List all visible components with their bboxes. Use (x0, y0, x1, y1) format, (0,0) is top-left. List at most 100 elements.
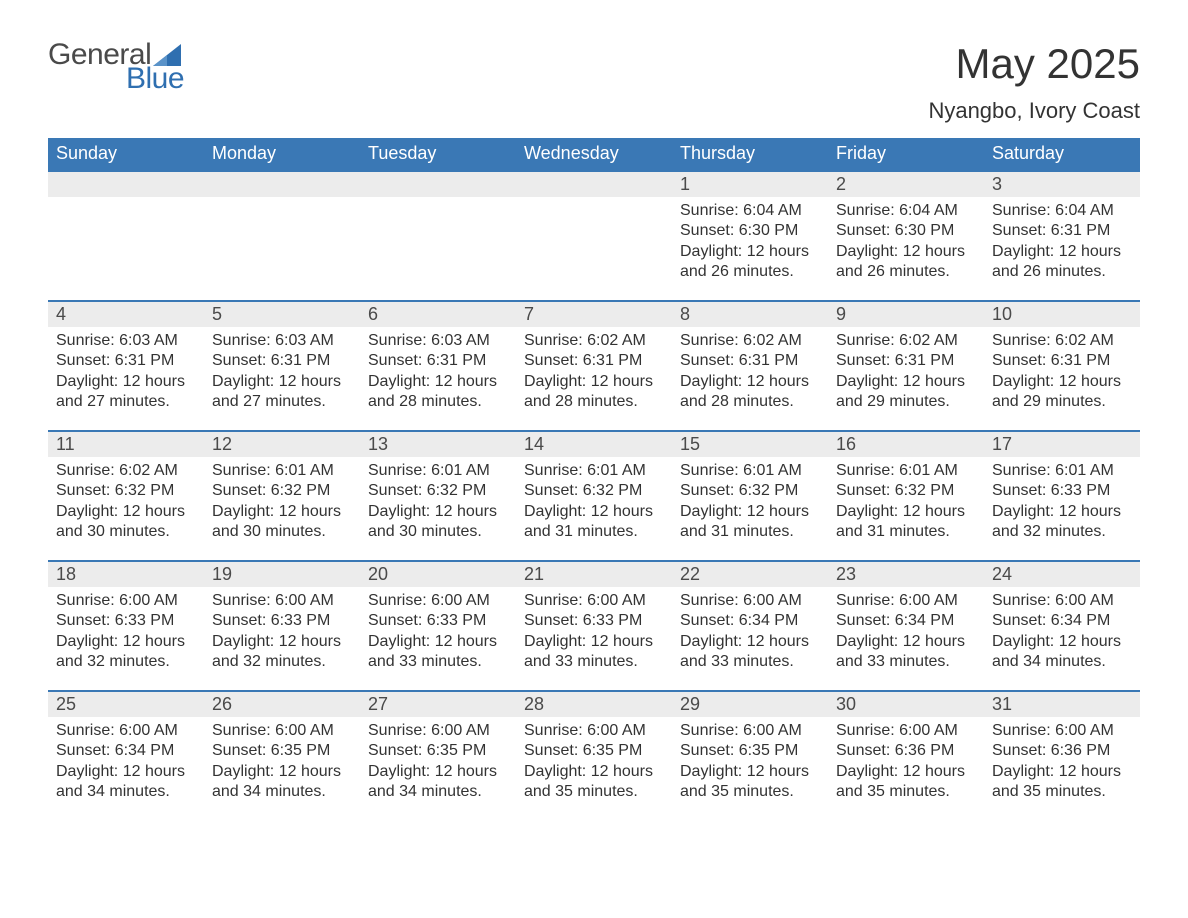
day-cell (48, 172, 204, 300)
dow-cell: Saturday (984, 138, 1140, 170)
sunset-line: Sunset: 6:30 PM (836, 221, 978, 241)
brand-logo: General Blue (48, 40, 184, 94)
day-cell (204, 172, 360, 300)
dow-cell: Thursday (672, 138, 828, 170)
day-number: 16 (828, 432, 984, 457)
day-number: 23 (828, 562, 984, 587)
dow-cell: Friday (828, 138, 984, 170)
sunset-line: Sunset: 6:33 PM (212, 611, 354, 631)
sunset-line: Sunset: 6:33 PM (368, 611, 510, 631)
day-number-empty (48, 172, 204, 197)
sunset-line: Sunset: 6:36 PM (836, 741, 978, 761)
weeks-container: 1Sunrise: 6:04 AMSunset: 6:30 PMDaylight… (48, 170, 1140, 820)
sunset-line: Sunset: 6:30 PM (680, 221, 822, 241)
day-cell: 20Sunrise: 6:00 AMSunset: 6:33 PMDayligh… (360, 562, 516, 690)
day-details: Sunrise: 6:01 AMSunset: 6:33 PMDaylight:… (990, 461, 1134, 543)
day-cell: 7Sunrise: 6:02 AMSunset: 6:31 PMDaylight… (516, 302, 672, 430)
day-cell: 30Sunrise: 6:00 AMSunset: 6:36 PMDayligh… (828, 692, 984, 820)
sunrise-line: Sunrise: 6:00 AM (524, 591, 666, 611)
day-number: 27 (360, 692, 516, 717)
day-number: 17 (984, 432, 1140, 457)
day-details: Sunrise: 6:00 AMSunset: 6:33 PMDaylight:… (54, 591, 198, 673)
daylight-line: Daylight: 12 hours and 34 minutes. (368, 762, 510, 803)
day-details: Sunrise: 6:00 AMSunset: 6:33 PMDaylight:… (210, 591, 354, 673)
daylight-line: Daylight: 12 hours and 30 minutes. (56, 502, 198, 543)
daylight-line: Daylight: 12 hours and 30 minutes. (212, 502, 354, 543)
day-details: Sunrise: 6:00 AMSunset: 6:36 PMDaylight:… (990, 721, 1134, 803)
sunset-line: Sunset: 6:31 PM (212, 351, 354, 371)
day-number: 14 (516, 432, 672, 457)
day-details: Sunrise: 6:02 AMSunset: 6:31 PMDaylight:… (834, 331, 978, 413)
day-details: Sunrise: 6:00 AMSunset: 6:33 PMDaylight:… (366, 591, 510, 673)
sunset-line: Sunset: 6:34 PM (680, 611, 822, 631)
day-cell: 2Sunrise: 6:04 AMSunset: 6:30 PMDaylight… (828, 172, 984, 300)
daylight-line: Daylight: 12 hours and 30 minutes. (368, 502, 510, 543)
day-number: 9 (828, 302, 984, 327)
daylight-line: Daylight: 12 hours and 32 minutes. (992, 502, 1134, 543)
day-details: Sunrise: 6:02 AMSunset: 6:31 PMDaylight:… (990, 331, 1134, 413)
calendar: SundayMondayTuesdayWednesdayThursdayFrid… (48, 138, 1140, 820)
day-cell: 21Sunrise: 6:00 AMSunset: 6:33 PMDayligh… (516, 562, 672, 690)
header: General Blue May 2025 Nyangbo, Ivory Coa… (48, 40, 1140, 124)
sunset-line: Sunset: 6:31 PM (524, 351, 666, 371)
day-details: Sunrise: 6:00 AMSunset: 6:34 PMDaylight:… (678, 591, 822, 673)
sunrise-line: Sunrise: 6:02 AM (680, 331, 822, 351)
daylight-line: Daylight: 12 hours and 33 minutes. (524, 632, 666, 673)
day-number: 6 (360, 302, 516, 327)
day-details: Sunrise: 6:00 AMSunset: 6:35 PMDaylight:… (210, 721, 354, 803)
daylight-line: Daylight: 12 hours and 33 minutes. (680, 632, 822, 673)
daylight-line: Daylight: 12 hours and 26 minutes. (680, 242, 822, 283)
sunrise-line: Sunrise: 6:00 AM (992, 591, 1134, 611)
location-subtitle: Nyangbo, Ivory Coast (928, 98, 1140, 124)
day-details: Sunrise: 6:00 AMSunset: 6:35 PMDaylight:… (522, 721, 666, 803)
day-cell: 22Sunrise: 6:00 AMSunset: 6:34 PMDayligh… (672, 562, 828, 690)
sunset-line: Sunset: 6:31 PM (836, 351, 978, 371)
day-number-empty (516, 172, 672, 197)
sunset-line: Sunset: 6:34 PM (992, 611, 1134, 631)
week-row: 18Sunrise: 6:00 AMSunset: 6:33 PMDayligh… (48, 560, 1140, 690)
sunset-line: Sunset: 6:35 PM (524, 741, 666, 761)
sunrise-line: Sunrise: 6:01 AM (836, 461, 978, 481)
day-number: 31 (984, 692, 1140, 717)
sunset-line: Sunset: 6:32 PM (56, 481, 198, 501)
week-row: 1Sunrise: 6:04 AMSunset: 6:30 PMDaylight… (48, 170, 1140, 300)
day-details: Sunrise: 6:00 AMSunset: 6:36 PMDaylight:… (834, 721, 978, 803)
day-cell: 15Sunrise: 6:01 AMSunset: 6:32 PMDayligh… (672, 432, 828, 560)
day-details: Sunrise: 6:04 AMSunset: 6:31 PMDaylight:… (990, 201, 1134, 283)
daylight-line: Daylight: 12 hours and 28 minutes. (680, 372, 822, 413)
sunrise-line: Sunrise: 6:01 AM (992, 461, 1134, 481)
sunrise-line: Sunrise: 6:01 AM (680, 461, 822, 481)
day-details: Sunrise: 6:00 AMSunset: 6:35 PMDaylight:… (366, 721, 510, 803)
day-details: Sunrise: 6:00 AMSunset: 6:35 PMDaylight:… (678, 721, 822, 803)
day-cell: 23Sunrise: 6:00 AMSunset: 6:34 PMDayligh… (828, 562, 984, 690)
day-details: Sunrise: 6:04 AMSunset: 6:30 PMDaylight:… (834, 201, 978, 283)
sunrise-line: Sunrise: 6:00 AM (992, 721, 1134, 741)
day-details: Sunrise: 6:01 AMSunset: 6:32 PMDaylight:… (834, 461, 978, 543)
sunset-line: Sunset: 6:34 PM (836, 611, 978, 631)
day-details: Sunrise: 6:02 AMSunset: 6:31 PMDaylight:… (678, 331, 822, 413)
day-cell: 29 Sunrise: 6:00 AMSunset: 6:35 PMDayligh… (672, 692, 828, 820)
day-number: 29 (672, 692, 828, 717)
day-cell: 4Sunrise: 6:03 AMSunset: 6:31 PMDaylight… (48, 302, 204, 430)
day-number: 7 (516, 302, 672, 327)
day-details: Sunrise: 6:03 AMSunset: 6:31 PMDaylight:… (210, 331, 354, 413)
day-cell: 28 Sunrise: 6:00 AMSunset: 6:35 PMDayligh… (516, 692, 672, 820)
day-cell: 13Sunrise: 6:01 AMSunset: 6:32 PMDayligh… (360, 432, 516, 560)
daylight-line: Daylight: 12 hours and 35 minutes. (992, 762, 1134, 803)
dow-cell: Wednesday (516, 138, 672, 170)
day-cell: 26Sunrise: 6:00 AMSunset: 6:35 PMDayligh… (204, 692, 360, 820)
daylight-line: Daylight: 12 hours and 35 minutes. (680, 762, 822, 803)
day-cell: 9 Sunrise: 6:02 AMSunset: 6:31 PMDaylight… (828, 302, 984, 430)
sunset-line: Sunset: 6:31 PM (56, 351, 198, 371)
day-details: Sunrise: 6:00 AMSunset: 6:34 PMDaylight:… (990, 591, 1134, 673)
sunrise-line: Sunrise: 6:01 AM (212, 461, 354, 481)
sunrise-line: Sunrise: 6:04 AM (992, 201, 1134, 221)
sunrise-line: Sunrise: 6:00 AM (212, 591, 354, 611)
sunrise-line: Sunrise: 6:00 AM (680, 591, 822, 611)
day-number: 28 (516, 692, 672, 717)
logo-text-blue: Blue (126, 64, 184, 94)
daylight-line: Daylight: 12 hours and 27 minutes. (56, 372, 198, 413)
sunset-line: Sunset: 6:35 PM (680, 741, 822, 761)
day-cell: 3Sunrise: 6:04 AMSunset: 6:31 PMDaylight… (984, 172, 1140, 300)
sunset-line: Sunset: 6:32 PM (680, 481, 822, 501)
